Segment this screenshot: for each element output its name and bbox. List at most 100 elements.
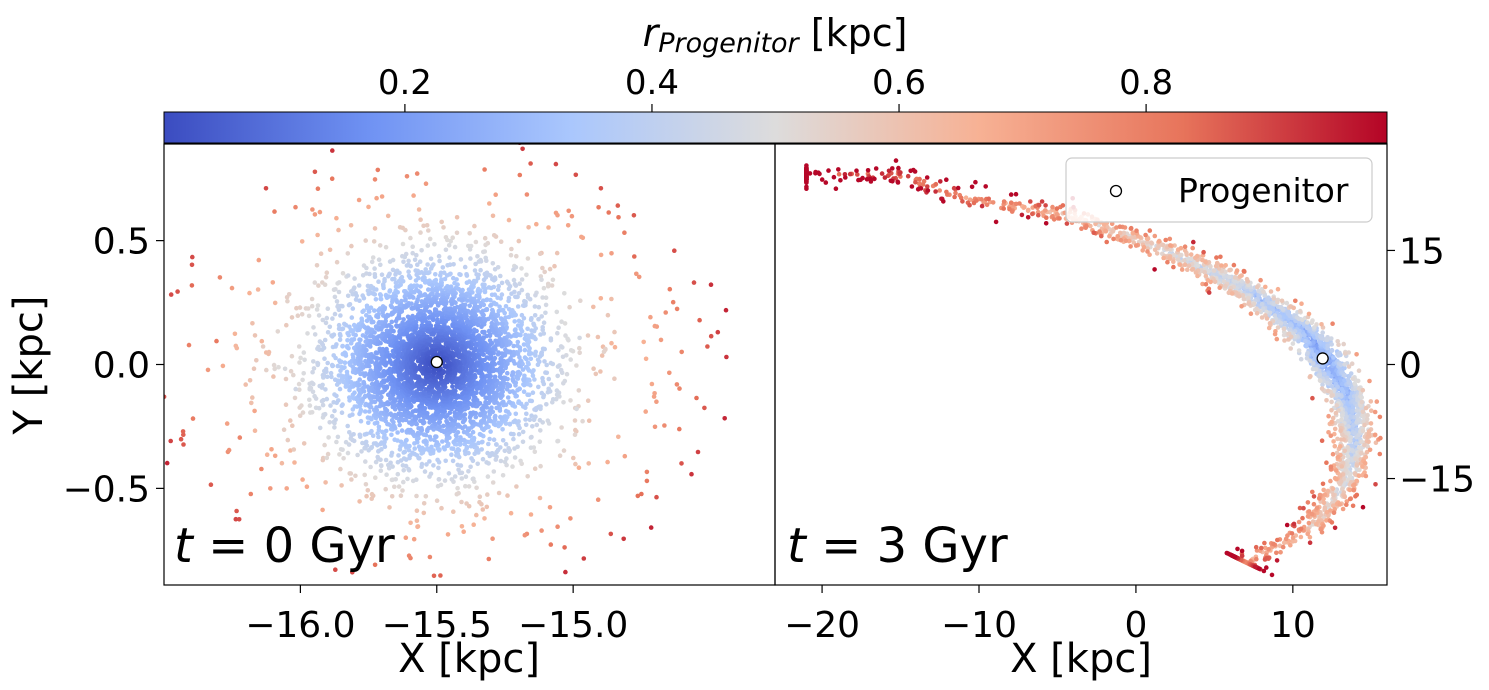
data-point [311, 381, 316, 387]
data-point [612, 344, 618, 350]
x-tick-label: −15.0 [518, 605, 628, 646]
data-point [404, 174, 410, 179]
data-point [397, 335, 403, 341]
data-point [383, 457, 389, 463]
data-point [479, 324, 484, 330]
data-point [357, 298, 362, 304]
data-point [363, 371, 368, 376]
data-point [400, 241, 406, 247]
data-point [345, 450, 351, 456]
data-point [362, 393, 368, 399]
data-point [538, 332, 543, 337]
data-point [545, 283, 551, 289]
data-point [423, 181, 429, 186]
data-point [379, 447, 384, 452]
data-point [524, 401, 529, 407]
data-point [428, 471, 434, 477]
data-point [315, 232, 320, 238]
data-point [461, 529, 467, 534]
data-point [284, 295, 290, 300]
data-point [543, 302, 549, 308]
data-point [679, 349, 684, 355]
data-point [403, 227, 408, 233]
data-point [471, 435, 477, 441]
data-point [414, 171, 420, 176]
data-point [536, 384, 541, 390]
data-point [528, 356, 534, 362]
data-point [400, 279, 406, 284]
data-point [500, 438, 506, 443]
data-point [472, 268, 478, 273]
data-point [477, 295, 482, 301]
data-point [361, 389, 367, 394]
data-point [431, 463, 436, 468]
data-point [310, 369, 315, 375]
data-point [621, 536, 626, 542]
data-point [576, 388, 582, 393]
data-point [367, 271, 372, 277]
data-point [487, 436, 492, 442]
data-point [481, 336, 486, 341]
data-point [473, 239, 479, 245]
data-point [513, 411, 519, 417]
progenitor-marker-left [430, 355, 443, 369]
panel-left: −16.0 −15.5 −15.0−0.50.00.5 t = 0 Gyr X [k… [6, 143, 776, 682]
data-point [324, 455, 330, 461]
data-point [335, 434, 341, 440]
data-point [373, 441, 379, 446]
data-point [372, 330, 377, 335]
data-point [491, 469, 497, 474]
data-point [518, 326, 524, 332]
data-point [381, 285, 386, 291]
data-point [480, 312, 486, 318]
x-tick-label: −16.0 [245, 605, 355, 646]
data-point [334, 342, 339, 347]
data-point [372, 308, 377, 313]
data-point [410, 250, 416, 256]
data-point [316, 405, 322, 411]
colorbar-tick-label: 0.6 [872, 63, 926, 103]
data-point [369, 428, 374, 434]
data-point [510, 376, 515, 382]
data-point [573, 172, 579, 178]
data-point [168, 292, 174, 297]
data-point [464, 273, 470, 278]
data-point [532, 449, 538, 455]
data-point [644, 478, 650, 484]
data-point [249, 400, 254, 406]
data-point [525, 360, 531, 366]
data-point [329, 374, 334, 380]
data-point [399, 298, 404, 304]
data-point [480, 507, 486, 512]
data-point [478, 267, 483, 273]
data-point [477, 494, 483, 500]
data-point [363, 439, 369, 445]
data-point [378, 293, 384, 298]
data-point [366, 420, 371, 426]
data-point [516, 361, 521, 367]
data-point [423, 494, 429, 499]
data-point [414, 477, 419, 483]
data-point [380, 401, 386, 407]
data-point [420, 418, 426, 424]
data-point [554, 250, 560, 256]
data-point [572, 418, 578, 423]
data-point [393, 318, 399, 324]
data-point [384, 360, 390, 366]
data-point [220, 363, 226, 369]
data-point [372, 292, 378, 297]
data-point [574, 363, 579, 368]
data-point [250, 395, 255, 400]
data-point [515, 304, 521, 309]
data-point [552, 263, 557, 269]
data-point [586, 461, 591, 466]
data-point [598, 296, 604, 301]
data-point [461, 390, 466, 395]
data-point [370, 255, 376, 260]
data-point [554, 388, 560, 393]
data-point [339, 410, 345, 416]
data-point [315, 361, 321, 366]
data-point [525, 343, 531, 349]
data-point [519, 266, 524, 271]
data-point [482, 516, 487, 521]
